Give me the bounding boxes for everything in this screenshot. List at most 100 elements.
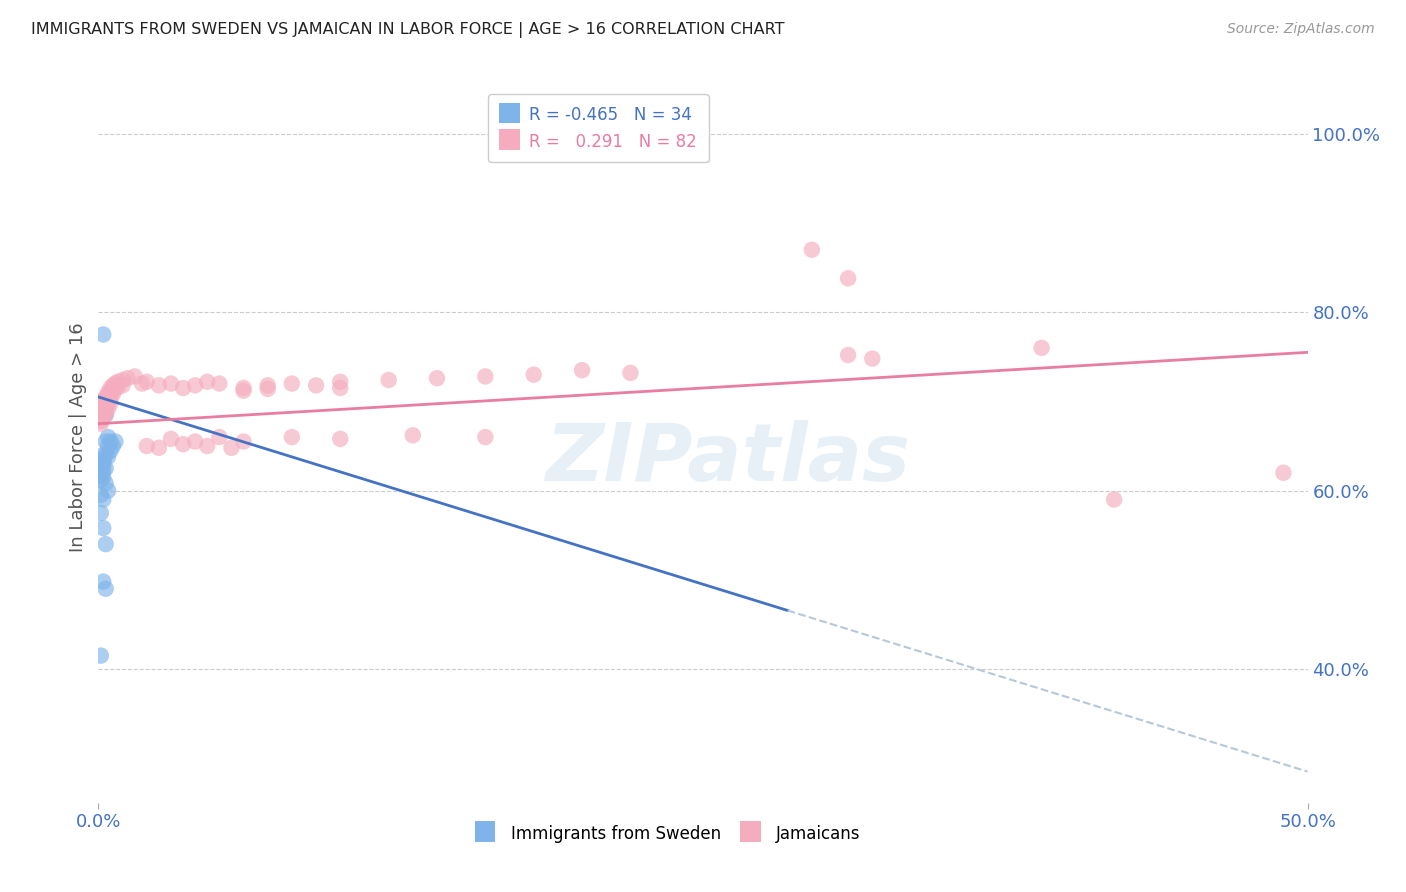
Point	[107, 375, 129, 389]
Point	[94, 408, 117, 422]
Point	[104, 434, 127, 449]
Point	[160, 432, 183, 446]
Point	[90, 457, 112, 471]
Point	[305, 378, 328, 392]
Point	[571, 363, 593, 377]
Point	[232, 384, 254, 398]
Point	[184, 434, 207, 449]
Point	[90, 412, 112, 426]
Point	[91, 470, 114, 484]
Point	[91, 458, 114, 473]
Point	[111, 378, 134, 392]
Point	[124, 369, 146, 384]
Point	[329, 375, 352, 389]
Point	[377, 373, 399, 387]
Point	[94, 390, 117, 404]
Point	[91, 464, 114, 478]
Point	[402, 428, 425, 442]
Point	[91, 448, 114, 462]
Point	[100, 396, 122, 410]
Point	[90, 467, 112, 482]
Point	[91, 398, 114, 412]
Point	[195, 439, 218, 453]
Point	[208, 430, 231, 444]
Point	[101, 387, 124, 401]
Point	[100, 434, 122, 449]
Point	[329, 381, 352, 395]
Point	[281, 376, 304, 391]
Point	[619, 366, 641, 380]
Point	[221, 441, 243, 455]
Point	[97, 483, 120, 498]
Point	[90, 488, 112, 502]
Point	[90, 466, 112, 480]
Point	[90, 399, 112, 413]
Point	[104, 376, 127, 391]
Point	[101, 378, 124, 392]
Point	[232, 434, 254, 449]
Point	[1031, 341, 1053, 355]
Point	[94, 408, 117, 422]
Point	[837, 271, 859, 285]
Point	[184, 378, 207, 392]
Point	[860, 351, 883, 366]
Point	[100, 385, 122, 400]
Text: Source: ZipAtlas.com: Source: ZipAtlas.com	[1227, 22, 1375, 37]
Point	[91, 492, 114, 507]
Point	[172, 381, 194, 395]
Point	[523, 368, 546, 382]
Point	[101, 439, 124, 453]
Point	[97, 385, 120, 400]
Point	[97, 430, 120, 444]
Legend: Immigrants from Sweden, Jamaicans: Immigrants from Sweden, Jamaicans	[465, 818, 868, 849]
Point	[91, 409, 114, 423]
Point	[1102, 492, 1125, 507]
Point	[91, 405, 114, 419]
Point	[1272, 466, 1295, 480]
Point	[91, 401, 114, 416]
Point	[111, 373, 134, 387]
Point	[232, 381, 254, 395]
Point	[97, 450, 120, 464]
Point	[94, 476, 117, 491]
Point	[90, 417, 112, 431]
Point	[97, 439, 120, 453]
Point	[91, 327, 114, 342]
Point	[94, 461, 117, 475]
Point	[91, 455, 114, 469]
Y-axis label: In Labor Force | Age > 16: In Labor Force | Age > 16	[69, 322, 87, 552]
Point	[97, 390, 120, 404]
Point	[148, 378, 170, 392]
Point	[474, 369, 496, 384]
Point	[91, 574, 114, 589]
Point	[90, 403, 112, 417]
Point	[100, 443, 122, 458]
Point	[104, 382, 127, 396]
Point	[160, 376, 183, 391]
Point	[800, 243, 823, 257]
Text: ZIPatlas: ZIPatlas	[544, 420, 910, 498]
Point	[117, 371, 139, 385]
Point	[148, 441, 170, 455]
Text: IMMIGRANTS FROM SWEDEN VS JAMAICAN IN LABOR FORCE | AGE > 16 CORRELATION CHART: IMMIGRANTS FROM SWEDEN VS JAMAICAN IN LA…	[31, 22, 785, 38]
Point	[94, 434, 117, 449]
Point	[837, 348, 859, 362]
Point	[90, 408, 112, 422]
Point	[426, 371, 449, 385]
Point	[100, 381, 122, 395]
Point	[91, 394, 114, 409]
Point	[94, 537, 117, 551]
Point	[94, 582, 117, 596]
Point	[94, 394, 117, 409]
Point	[90, 454, 112, 468]
Point	[90, 648, 112, 663]
Point	[256, 378, 278, 392]
Point	[91, 521, 114, 535]
Point	[91, 452, 114, 467]
Point	[90, 506, 112, 520]
Point	[131, 376, 153, 391]
Point	[97, 401, 120, 416]
Point	[90, 473, 112, 487]
Point	[90, 414, 112, 428]
Point	[94, 448, 117, 462]
